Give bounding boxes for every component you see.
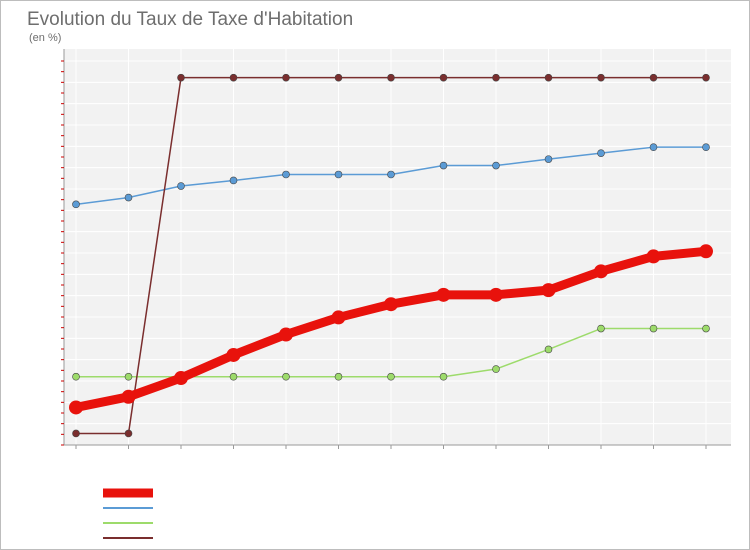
data-point [597,149,605,157]
data-point [334,73,343,82]
data-point [282,372,290,381]
data-point [439,73,448,82]
x-axis-ticks [75,445,707,449]
data-point [72,200,80,209]
data-point [384,297,398,312]
data-point [72,372,80,381]
data-point [702,324,710,333]
data-point [702,143,710,151]
data-point [282,73,290,82]
data-point [177,182,185,190]
data-point [702,73,710,82]
data-point [492,73,500,82]
data-point [594,264,608,279]
data-point [124,372,133,381]
data-point [331,310,346,325]
data-point [544,73,553,82]
data-point [436,287,451,302]
data-point [541,283,556,298]
data-point [334,372,343,381]
data-point [124,193,133,202]
data-point [124,429,133,438]
data-point [387,372,395,381]
data-point [489,287,503,302]
data-point [649,143,658,151]
data-point [649,73,658,82]
legend [103,488,153,539]
data-point [177,73,185,82]
data-point [492,161,500,170]
series-group [69,73,713,438]
data-point [646,249,661,264]
axes [61,49,731,446]
data-point [597,73,605,82]
data-point [387,73,395,82]
chart-subtitle: (en %) [29,32,61,44]
data-point [229,73,238,82]
data-point [279,327,293,342]
data-point [544,155,553,163]
data-point [649,324,658,333]
data-point [229,176,238,185]
data-point [334,170,343,179]
data-point [439,372,448,381]
data-point [282,170,290,179]
data-point [174,371,188,386]
data-point [69,400,83,415]
data-point [229,372,238,381]
data-point [226,347,241,362]
data-point [699,244,713,259]
chart-title: Evolution du Taux de Taxe d'Habitation [27,9,353,30]
data-point [597,324,605,333]
data-point [72,429,80,438]
data-point [439,161,448,170]
data-point [121,389,136,404]
data-point [544,345,553,354]
data-point [387,170,395,179]
data-point [492,365,500,373]
